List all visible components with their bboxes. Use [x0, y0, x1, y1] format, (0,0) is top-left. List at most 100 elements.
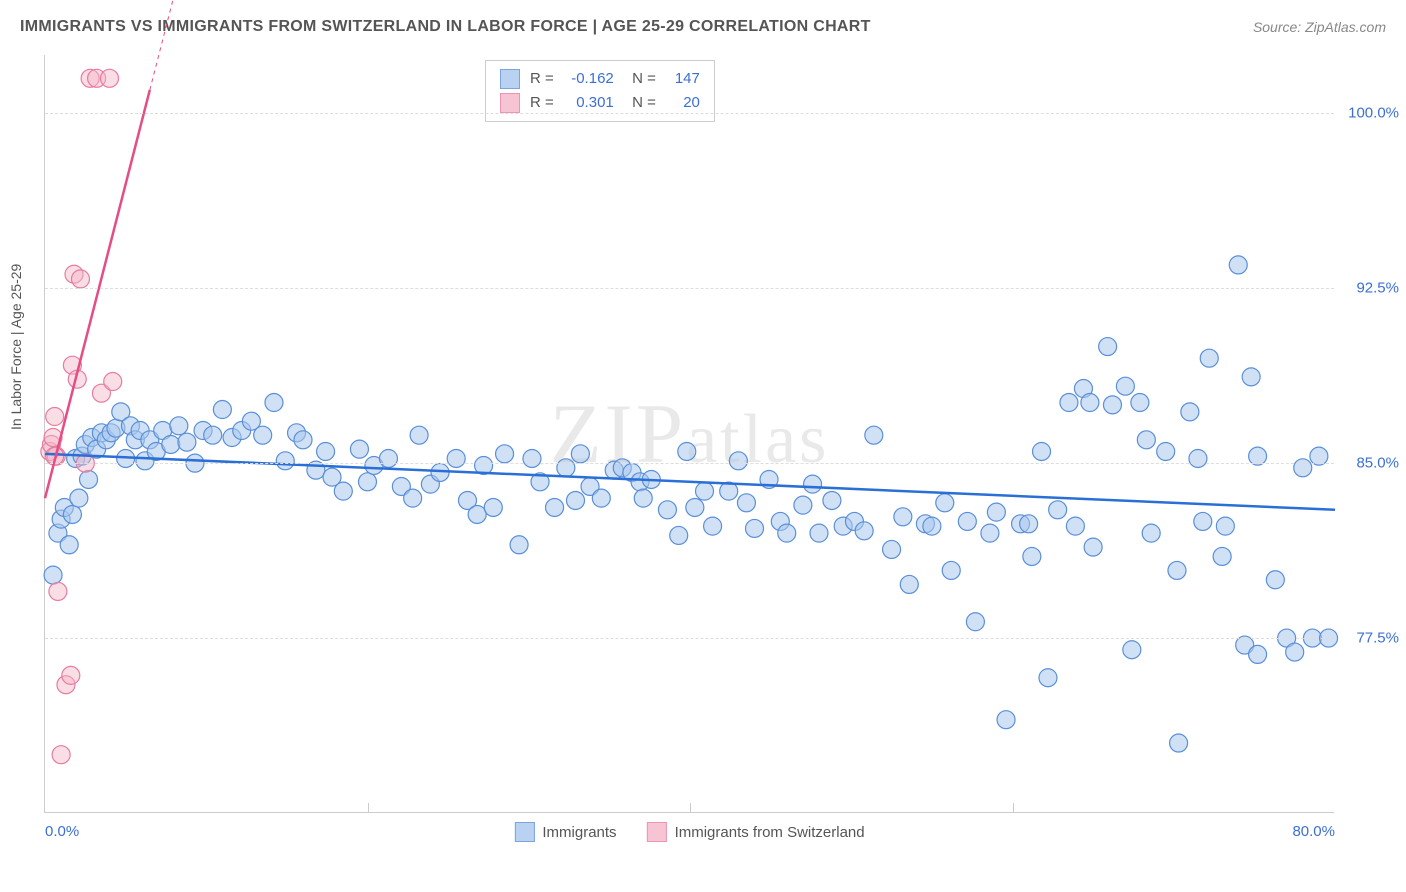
data-point [729, 452, 747, 470]
legend-label: Immigrants from Switzerland [675, 824, 865, 841]
data-point [170, 417, 188, 435]
data-point [958, 512, 976, 530]
gridline-horizontal [45, 638, 1334, 639]
data-point [567, 491, 585, 509]
data-point [350, 440, 368, 458]
data-point [213, 401, 231, 419]
legend-item: Immigrants [514, 822, 616, 842]
data-point [1131, 394, 1149, 412]
y-tick-label: 100.0% [1348, 105, 1399, 122]
data-point [447, 449, 465, 467]
data-point [592, 489, 610, 507]
data-point [254, 426, 272, 444]
data-point [63, 505, 81, 523]
data-point [865, 426, 883, 444]
data-point [1049, 501, 1067, 519]
data-point [737, 494, 755, 512]
data-point [44, 566, 62, 584]
data-point [557, 459, 575, 477]
title-bar: IMMIGRANTS VS IMMIGRANTS FROM SWITZERLAN… [20, 18, 1386, 36]
data-point [804, 475, 822, 493]
data-point [686, 498, 704, 516]
data-point [1023, 547, 1041, 565]
data-point [1099, 338, 1117, 356]
data-point [923, 517, 941, 535]
y-tick-label: 77.5% [1356, 630, 1399, 647]
legend-r-label: R = [530, 67, 554, 91]
data-point [162, 435, 180, 453]
data-point [80, 470, 98, 488]
data-point [484, 498, 502, 516]
data-point [317, 442, 335, 460]
x-tick-label: 80.0% [1292, 823, 1335, 840]
gridline-horizontal [45, 288, 1334, 289]
data-point [883, 540, 901, 558]
legend-r-label: R = [530, 91, 554, 115]
x-tick-minor [690, 803, 691, 813]
data-point [1084, 538, 1102, 556]
data-point [46, 408, 64, 426]
data-point [1039, 669, 1057, 687]
data-point [704, 517, 722, 535]
data-point [404, 489, 422, 507]
source-attribution: Source: ZipAtlas.com [1253, 19, 1386, 35]
data-point [1033, 442, 1051, 460]
data-point [894, 508, 912, 526]
legend-swatch [514, 822, 534, 842]
data-point [987, 503, 1005, 521]
data-point [1249, 645, 1267, 663]
gridline-horizontal [45, 113, 1334, 114]
data-point [49, 582, 67, 600]
data-point [810, 524, 828, 542]
data-point [410, 426, 428, 444]
data-point [204, 426, 222, 444]
data-point [936, 494, 954, 512]
data-point [966, 613, 984, 631]
data-point [670, 526, 688, 544]
data-point [1216, 517, 1234, 535]
data-point [70, 489, 88, 507]
data-point [746, 519, 764, 537]
data-point [900, 575, 918, 593]
data-point [1020, 515, 1038, 533]
data-point [997, 711, 1015, 729]
data-point [823, 491, 841, 509]
data-point [1194, 512, 1212, 530]
data-point [1066, 517, 1084, 535]
data-point [1266, 571, 1284, 589]
data-point [1189, 449, 1207, 467]
legend-swatch [647, 822, 667, 842]
trend-line-extrapolated [150, 0, 239, 90]
series-legend: Immigrants Immigrants from Switzerland [514, 822, 864, 842]
data-point [1294, 459, 1312, 477]
data-point [1170, 734, 1188, 752]
data-point [1181, 403, 1199, 421]
data-point [379, 449, 397, 467]
data-point [359, 473, 377, 491]
data-point [104, 373, 122, 391]
legend-n-label: N = [624, 91, 656, 115]
legend-row: R =-0.162 N =147 [500, 67, 700, 91]
scatter-plot-svg [45, 55, 1334, 812]
data-point [52, 746, 70, 764]
data-point [178, 433, 196, 451]
data-point [60, 536, 78, 554]
data-point [1286, 643, 1304, 661]
legend-n-value: 20 [666, 91, 700, 115]
legend-label: Immigrants [542, 824, 616, 841]
data-point [71, 270, 89, 288]
data-point [1168, 561, 1186, 579]
data-point [1213, 547, 1231, 565]
legend-item: Immigrants from Switzerland [647, 822, 865, 842]
legend-row: R =0.301 N =20 [500, 91, 700, 115]
data-point [510, 536, 528, 554]
data-point [658, 501, 676, 519]
data-point [1060, 394, 1078, 412]
data-point [571, 445, 589, 463]
x-tick-minor [368, 803, 369, 813]
legend-n-label: N = [624, 67, 656, 91]
data-point [1081, 394, 1099, 412]
plot-area: ZIPatlas R =-0.162 N =147R =0.301 N =20 … [44, 55, 1334, 813]
data-point [265, 394, 283, 412]
data-point [523, 449, 541, 467]
